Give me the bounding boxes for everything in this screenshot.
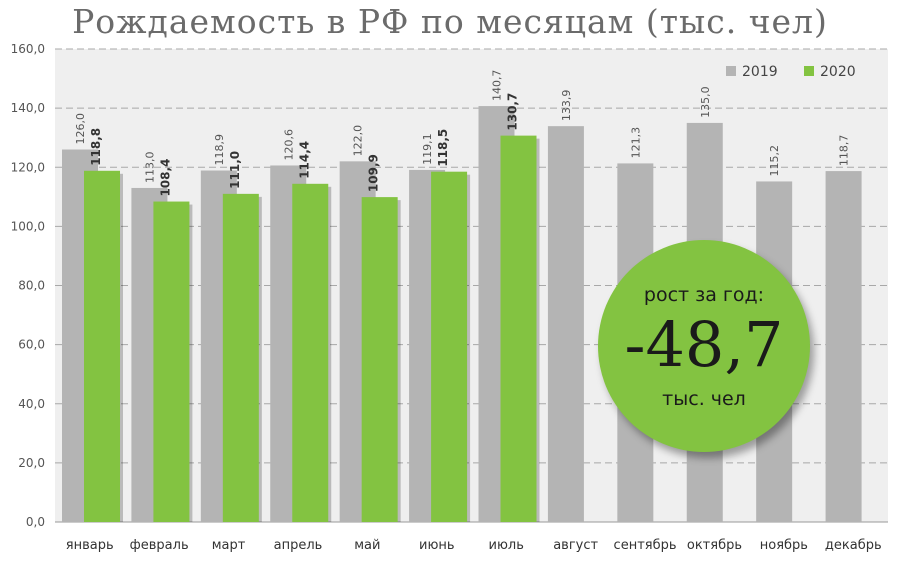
x-category-label: май — [354, 538, 380, 553]
y-tick-label: 60,0 — [18, 338, 45, 352]
data-label-2019: 120,6 — [282, 129, 295, 161]
x-category-label: июнь — [419, 538, 455, 553]
bar-2019 — [825, 171, 862, 522]
bar-2020 — [292, 183, 329, 522]
data-label-2020: 108,4 — [158, 159, 172, 197]
x-category-label: апрель — [274, 538, 323, 553]
data-label-2019: 118,9 — [213, 134, 226, 166]
data-label-2020: 130,7 — [506, 93, 520, 131]
y-tick-label: 0,0 — [26, 515, 45, 529]
y-tick-label: 140,0 — [11, 101, 45, 115]
data-label-2019: 126,0 — [74, 113, 87, 145]
data-label-2020: 118,5 — [436, 129, 450, 167]
x-category-label: сентябрь — [614, 538, 677, 553]
y-tick-label: 100,0 — [11, 219, 45, 233]
y-tick-label: 160,0 — [11, 42, 45, 56]
data-label-2019: 133,9 — [560, 90, 573, 122]
x-category-label: январь — [66, 538, 114, 553]
bar-2020 — [431, 171, 468, 522]
bar-2020 — [361, 197, 398, 522]
data-label-2020: 118,8 — [89, 128, 103, 166]
data-label-2019: 122,0 — [352, 125, 365, 157]
data-label-2019: 140,7 — [491, 70, 504, 102]
data-label-2020: 109,9 — [367, 154, 381, 192]
y-tick-label: 80,0 — [18, 279, 45, 293]
data-label-2020: 114,4 — [297, 141, 311, 179]
growth-unit: тыс. чел — [662, 388, 746, 410]
x-category-label: август — [553, 538, 598, 553]
y-tick-label: 120,0 — [11, 160, 45, 174]
x-category-label: март — [212, 538, 246, 553]
legend-label-2019: 2019 — [742, 64, 778, 80]
legend-label-2020: 2020 — [820, 64, 856, 80]
legend-swatch-2019 — [726, 66, 736, 76]
data-label-2019: 135,0 — [699, 86, 712, 118]
bar-2020 — [500, 135, 537, 523]
growth-label: рост за год: — [643, 284, 765, 306]
chart-title: Рождаемость в РФ по месяцам (тыс. чел) — [72, 2, 828, 41]
bar-2020 — [84, 170, 120, 523]
y-tick-label: 40,0 — [18, 397, 45, 411]
bar-2019 — [547, 126, 584, 522]
growth-badge: рост за год: -48,7 тыс. чел — [598, 240, 810, 452]
bar-2020 — [153, 201, 190, 523]
data-label-2019: 113,0 — [143, 151, 156, 183]
data-label-2019: 121,3 — [629, 127, 642, 159]
data-label-2019: 115,2 — [768, 145, 781, 177]
data-label-2020: 111,0 — [228, 151, 242, 189]
x-category-label: февраль — [130, 538, 189, 553]
x-category-label: июль — [489, 538, 524, 553]
bar-2020 — [222, 193, 259, 522]
growth-value: -48,7 — [624, 308, 784, 381]
data-label-2019: 118,7 — [838, 135, 851, 167]
x-category-label: октябрь — [687, 538, 742, 553]
x-category-label: декабрь — [825, 538, 882, 553]
data-label-2019: 119,1 — [421, 133, 434, 165]
x-category-label: ноябрь — [760, 538, 808, 553]
y-tick-label: 20,0 — [18, 456, 45, 470]
legend-swatch-2020 — [804, 66, 814, 76]
